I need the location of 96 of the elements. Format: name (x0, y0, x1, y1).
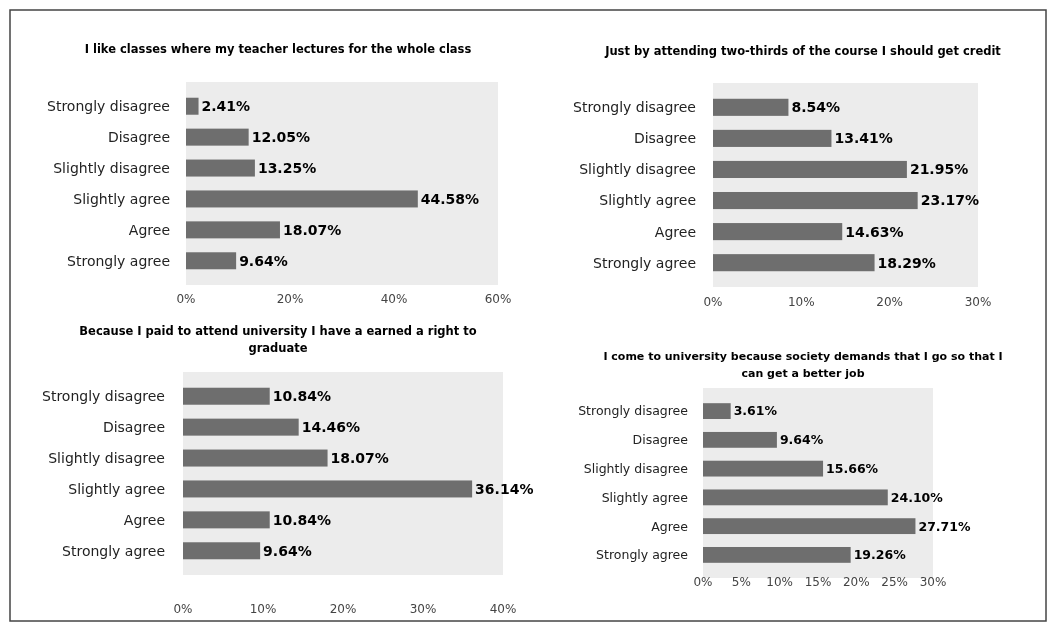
data-label: 23.17% (920, 192, 979, 209)
x-tick-label: 0% (176, 292, 196, 306)
bar (713, 191, 918, 210)
bar (713, 129, 832, 147)
x-tick-label: 60% (484, 292, 512, 306)
y-tick-label: Disagree (102, 419, 165, 436)
bar (186, 97, 199, 115)
data-label: 13.41% (834, 130, 893, 147)
x-tick-label: 40% (489, 602, 517, 616)
y-tick-label: Agree (654, 223, 696, 240)
y-tick-label: Strongly agree (596, 547, 689, 563)
data-label: 3.61% (733, 403, 778, 419)
data-label: 2.41% (201, 98, 251, 115)
y-tick-label: Slightly agree (68, 480, 165, 497)
bar (183, 387, 270, 405)
x-tick-label: 0% (173, 602, 193, 616)
bar (703, 431, 777, 448)
y-tick-label: Strongly agree (62, 542, 165, 559)
data-label: 21.95% (909, 161, 969, 178)
y-tick-label: Strongly disagree (42, 388, 165, 405)
bar (703, 460, 824, 477)
data-label: 13.25% (257, 159, 317, 176)
bar (186, 252, 237, 270)
data-label: 24.10% (890, 489, 944, 505)
data-label: 19.26% (853, 547, 907, 563)
x-tick-label: 10% (766, 575, 793, 589)
y-tick-label: Strongly disagree (578, 403, 689, 419)
x-tick-label: 15% (804, 575, 832, 589)
bar (703, 518, 916, 535)
x-tick-label: 10% (788, 295, 815, 309)
x-tick-label: 30% (964, 295, 992, 309)
bar (713, 98, 789, 116)
data-label: 10.84% (272, 511, 332, 528)
bar (186, 128, 249, 146)
y-tick-label: Disagree (633, 130, 696, 147)
y-tick-label: Disagree (107, 129, 170, 146)
y-tick-label: Slightly disagree (579, 161, 696, 178)
chart-title: Because I paid to attend university I have a earned a right to graduate (79, 324, 477, 356)
chart-title: I come to university because society demands that I go so that I can get a better job (603, 350, 1003, 380)
y-tick-label: Strongly agree (593, 254, 696, 271)
x-tick-label: 20% (876, 295, 903, 309)
data-label: 27.71% (918, 518, 971, 534)
x-tick-label: 20% (843, 575, 870, 589)
y-tick-label: Slightly agree (73, 190, 170, 207)
bar (713, 223, 843, 241)
data-label: 10.84% (272, 388, 332, 405)
data-label: 15.66% (826, 460, 879, 476)
bar (183, 511, 270, 529)
data-label: 18.29% (877, 254, 936, 271)
x-tick-label: 25% (881, 575, 908, 589)
bar (713, 254, 875, 272)
x-tick-label: 30% (409, 602, 437, 616)
data-label: 44.58% (420, 190, 480, 207)
x-tick-label: 10% (249, 602, 277, 616)
bar (703, 546, 851, 563)
x-tick-label: 20% (276, 292, 304, 306)
x-tick-label: 5% (731, 575, 751, 589)
y-tick-label: Slightly disagree (53, 159, 170, 176)
data-label: 14.46% (301, 419, 360, 436)
y-tick-label: Slightly disagree (48, 449, 165, 466)
bar (183, 542, 261, 560)
data-label: 18.07% (282, 221, 342, 238)
bar (183, 418, 299, 436)
chart-title: Just by attending two-thirds of the course I should get credit (604, 44, 1002, 58)
data-label: 9.64% (779, 432, 824, 448)
y-tick-label: Slightly agree (601, 489, 689, 505)
bar (703, 403, 731, 420)
y-tick-label: Strongly agree (67, 252, 170, 269)
bar (713, 160, 907, 179)
y-tick-label: Strongly disagree (47, 98, 170, 115)
x-tick-label: 0% (703, 295, 723, 309)
y-tick-label: Agree (651, 518, 689, 534)
bar (183, 449, 328, 467)
data-label: 14.63% (845, 223, 904, 240)
data-label: 36.14% (475, 480, 534, 497)
y-tick-label: Slightly agree (599, 192, 696, 209)
bar (186, 159, 255, 177)
x-tick-label: 20% (329, 602, 357, 616)
bar (703, 489, 888, 506)
data-label: 8.54% (791, 99, 841, 116)
x-tick-label: 0% (693, 575, 713, 589)
data-label: 9.64% (263, 542, 312, 559)
chart-title: I like classes where my teacher lectures for the whole class (84, 42, 472, 56)
data-label: 18.07% (330, 449, 389, 466)
data-label: 12.05% (251, 129, 310, 146)
bar (186, 190, 418, 208)
x-tick-label: 40% (380, 292, 408, 306)
x-tick-label: 30% (919, 575, 947, 589)
y-tick-label: Disagree (632, 432, 689, 448)
bar (183, 480, 473, 498)
data-label: 9.64% (239, 252, 288, 269)
bar (186, 221, 280, 239)
y-tick-label: Slightly disagree (583, 460, 689, 476)
y-tick-label: Strongly disagree (573, 99, 696, 116)
y-tick-label: Agree (128, 221, 170, 238)
y-tick-label: Agree (123, 511, 165, 528)
